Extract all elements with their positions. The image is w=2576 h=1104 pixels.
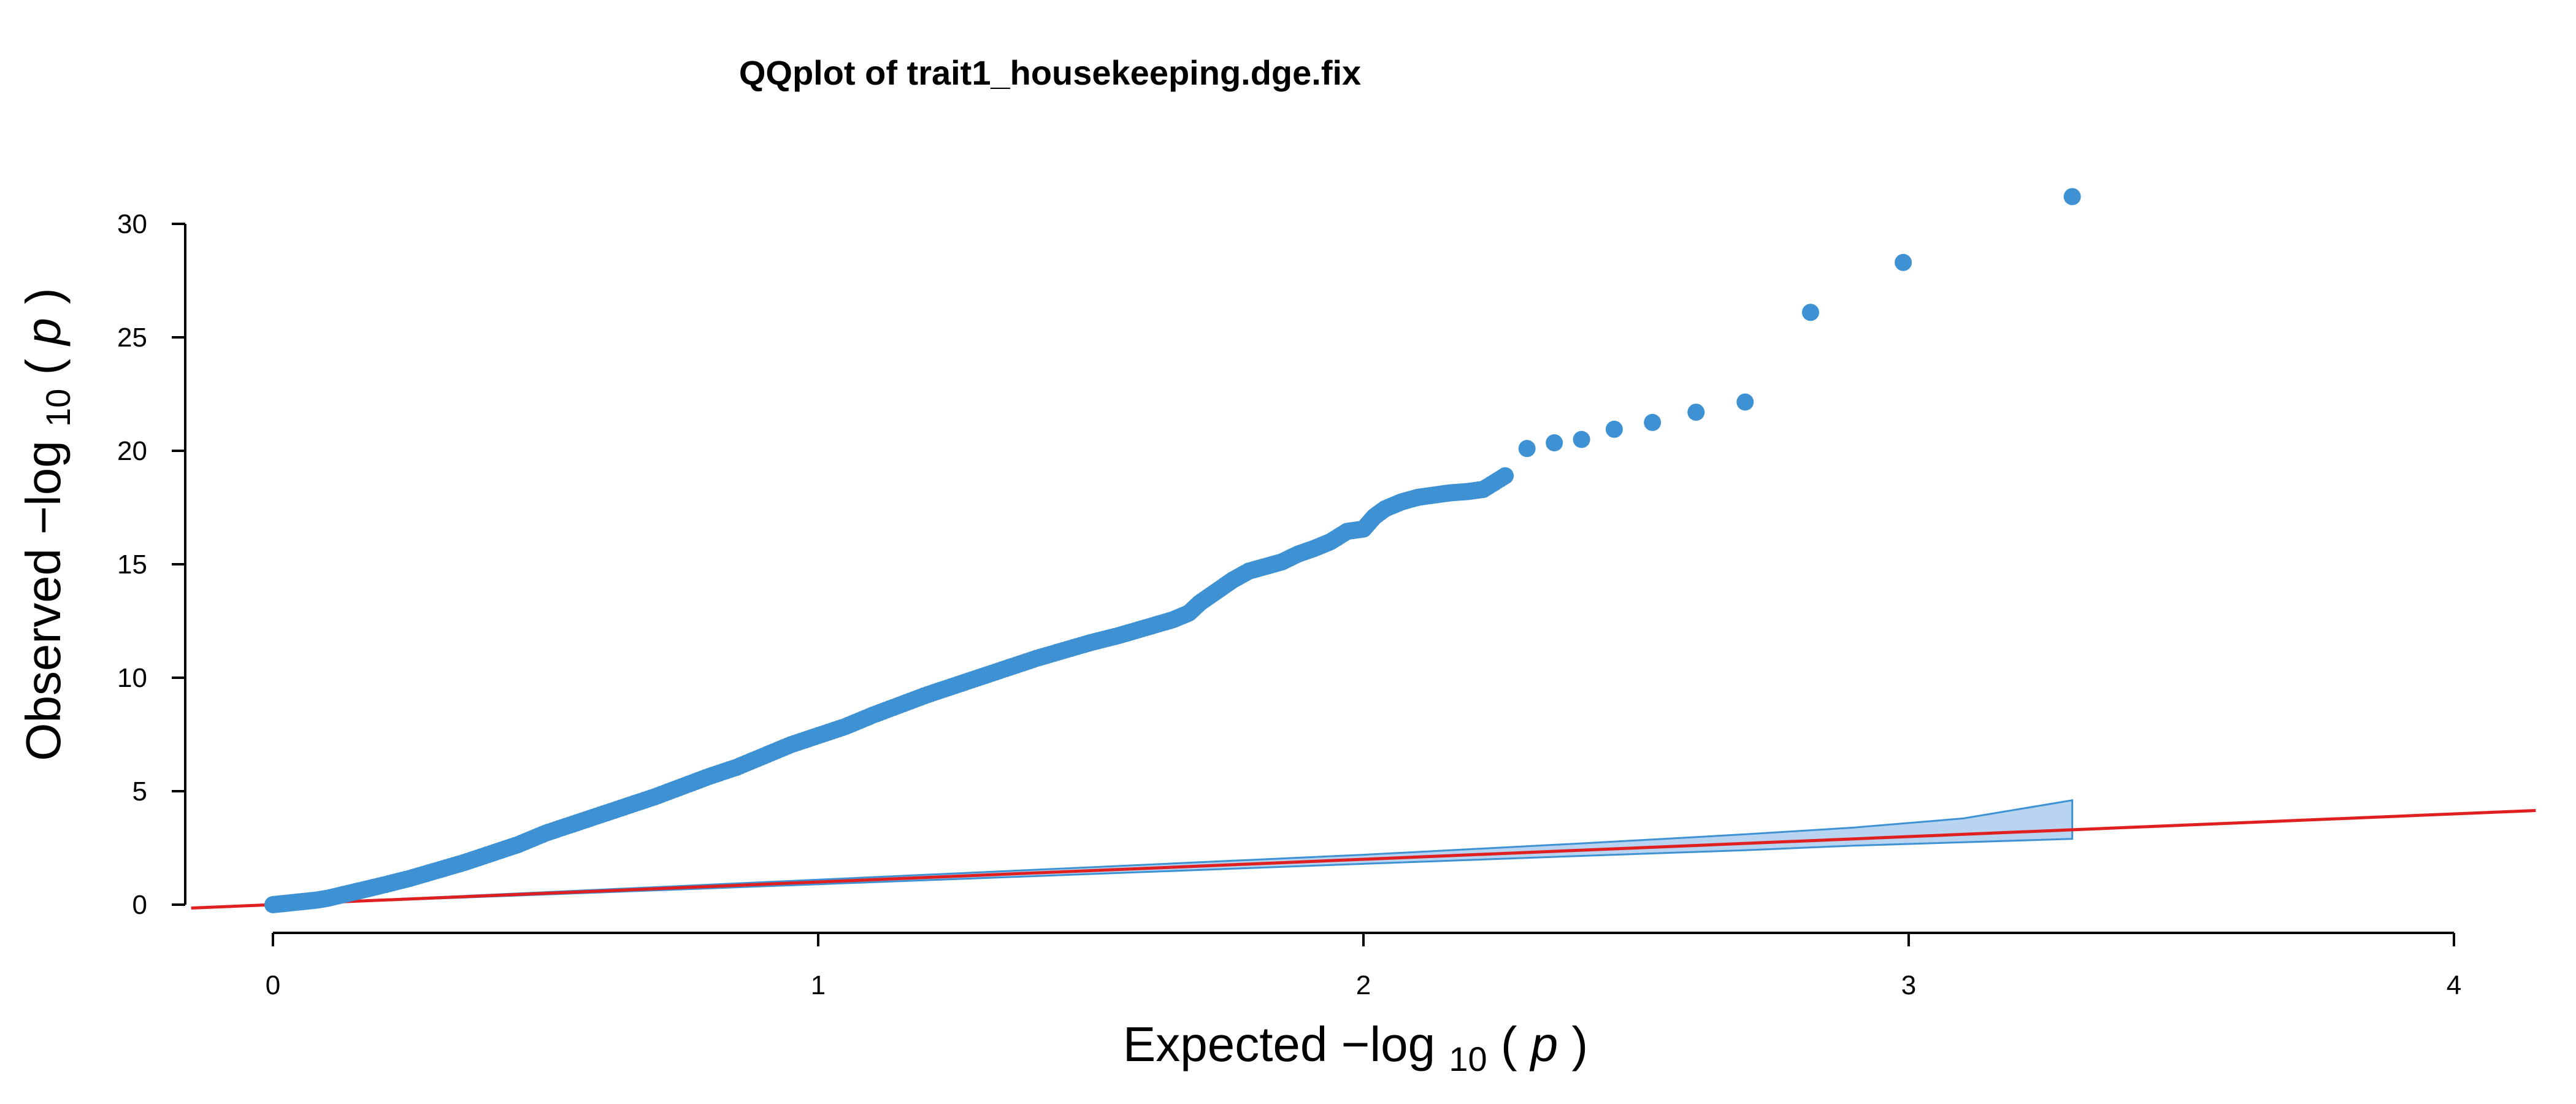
x-axis-label: Expected −log 10 ( p ) [1123, 1017, 1588, 1081]
data-point [1605, 420, 1623, 438]
y-axis-label-var: p [16, 318, 71, 347]
y-tick-label: 20 [117, 436, 147, 466]
x-axis-ticks: 0 1 2 3 4 [266, 933, 2461, 1000]
x-axis-label-func: −log [1341, 1017, 1435, 1071]
y-axis-label-open: ( [16, 358, 71, 375]
x-tick-label: 1 [811, 970, 826, 1000]
data-point [1644, 413, 1662, 431]
chart-title: QQplot of trait1_housekeeping.dge.fix [739, 53, 1361, 92]
data-point [1497, 467, 1514, 485]
data-point [1736, 393, 1754, 411]
x-axis-label-var: p [1530, 1017, 1558, 1071]
confidence-band [272, 799, 2074, 906]
y-tick-label: 0 [132, 890, 147, 920]
x-axis-label-prefix: Expected [1123, 1017, 1341, 1071]
y-tick-label: 5 [132, 776, 147, 807]
x-tick-label: 2 [1356, 970, 1371, 1000]
data-point [1546, 434, 1563, 451]
y-axis-label-sub: 10 [39, 389, 77, 427]
y-axis-ticks: 0 5 10 15 20 25 30 [117, 209, 185, 920]
data-point [1687, 404, 1705, 421]
y-tick-label: 10 [117, 663, 147, 693]
data-point [1573, 431, 1590, 448]
y-tick-label: 30 [117, 209, 147, 239]
data-point [2063, 188, 2081, 205]
data-point [1802, 304, 1819, 321]
y-axis-label-func: −log [16, 440, 71, 534]
y-axis-label: Observed −log 10 ( p ) [16, 288, 80, 761]
x-axis-label-close: ) [1572, 1017, 1589, 1071]
data-point [1518, 440, 1536, 458]
x-axis-label-open: ( [1501, 1017, 1517, 1071]
y-axis-label-prefix: Observed [16, 535, 71, 761]
data-point [1895, 253, 1912, 271]
x-tick-label: 4 [2447, 970, 2461, 1000]
data-points [264, 188, 2081, 913]
y-tick-label: 25 [117, 323, 147, 353]
x-tick-label: 3 [1901, 970, 1916, 1000]
y-axis-label-close: ) [16, 288, 71, 304]
reference-line [191, 808, 2536, 910]
x-axis-label-sub: 10 [1449, 1040, 1487, 1078]
y-tick-label: 15 [117, 550, 147, 580]
x-tick-label: 0 [266, 970, 280, 1000]
